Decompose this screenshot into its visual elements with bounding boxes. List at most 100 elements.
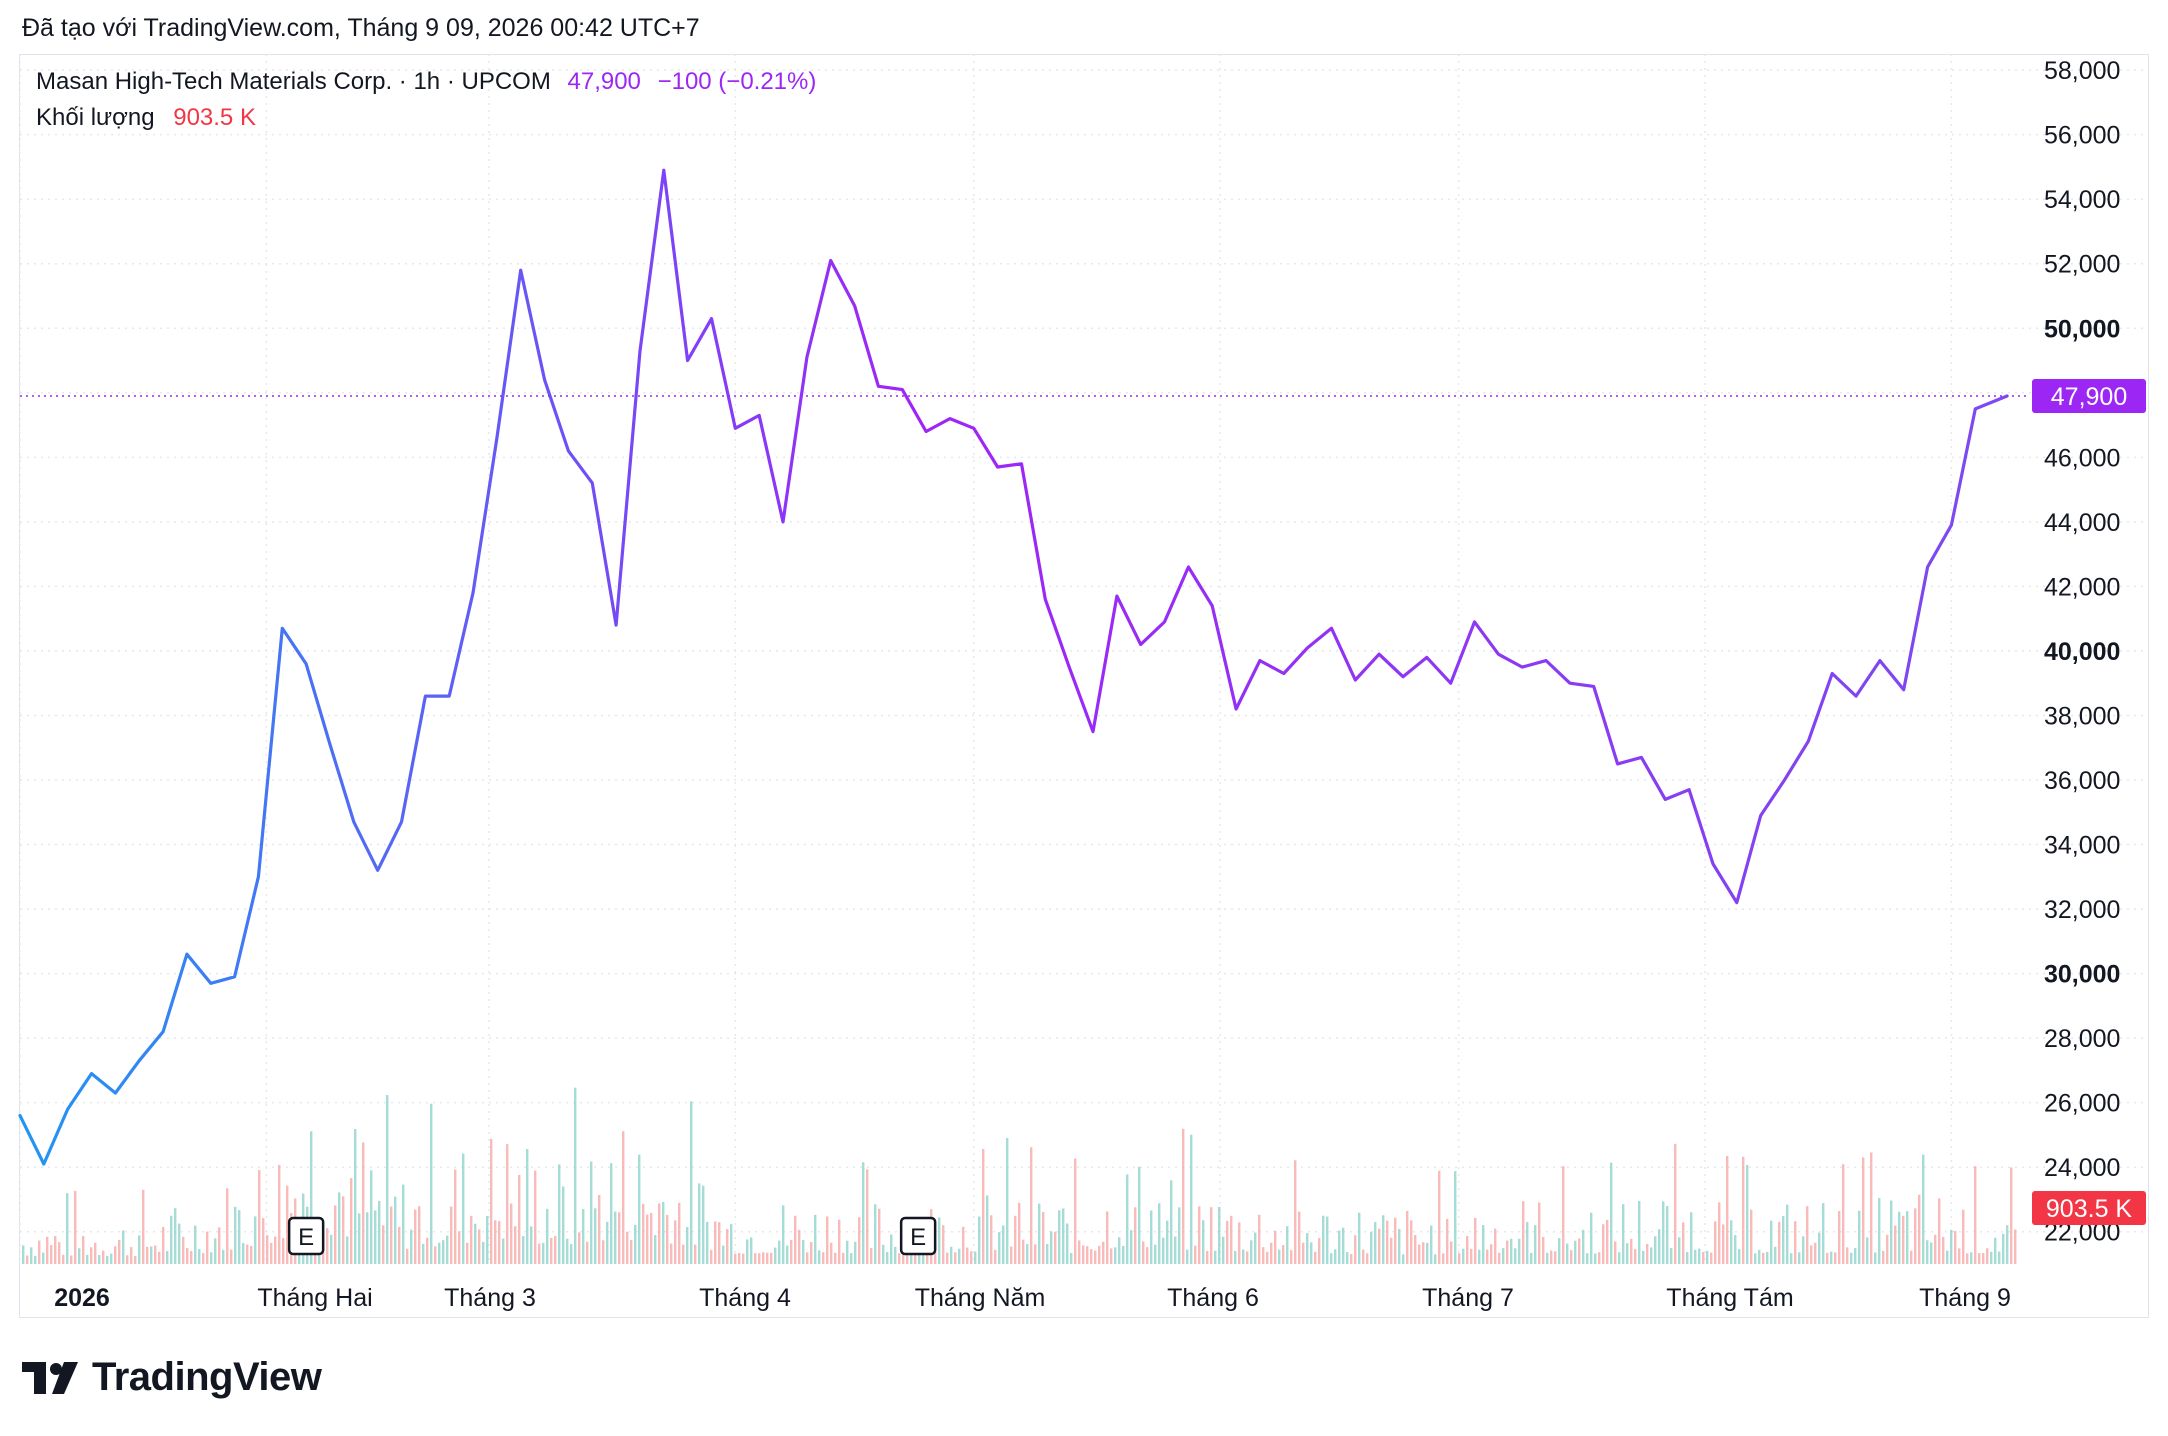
volume-bar: [1446, 1218, 1449, 1264]
volume-bar: [922, 1249, 925, 1264]
volume-bar: [1622, 1204, 1625, 1264]
volume-bar: [1834, 1252, 1837, 1264]
volume-bar: [650, 1212, 653, 1264]
last-price-badge: [2032, 379, 2146, 414]
volume-bar: [1994, 1237, 1997, 1264]
volume-bar: [446, 1235, 449, 1264]
volume-bar: [470, 1215, 473, 1264]
volume-bar: [1958, 1248, 1961, 1264]
volume-bar: [86, 1254, 89, 1264]
earnings-marker: [899, 1216, 937, 1256]
volume-bar: [990, 1215, 993, 1264]
volume-bar: [1054, 1231, 1057, 1264]
y-axis: 58,00056,00054,00052,00050,00048,00046,0…: [2044, 57, 2120, 1247]
volume-bar: [402, 1184, 405, 1264]
volume-bar: [346, 1236, 349, 1264]
volume-bar: [1790, 1253, 1793, 1264]
volume-bar: [934, 1251, 937, 1264]
volume-bar: [1798, 1252, 1801, 1264]
tradingview-logo[interactable]: TradingView: [22, 1355, 322, 1400]
volume-bar: [1674, 1143, 1677, 1264]
volume-bar: [782, 1205, 785, 1264]
volume-bar: [1494, 1228, 1497, 1264]
volume-bar: [1590, 1212, 1593, 1264]
volume-bars: [22, 1087, 2017, 1264]
volume-bar: [518, 1175, 521, 1264]
volume-bar: [1602, 1224, 1605, 1264]
volume-bar: [738, 1252, 741, 1264]
volume-bar: [1390, 1237, 1393, 1264]
volume-bar: [1094, 1250, 1097, 1264]
volume-bar: [750, 1237, 753, 1264]
volume-bar: [1626, 1243, 1629, 1264]
volume-bar: [130, 1247, 133, 1264]
volume-bar: [1818, 1232, 1821, 1264]
volume-bar: [410, 1229, 413, 1264]
volume-bar: [1286, 1226, 1289, 1264]
volume-bar: [1454, 1171, 1457, 1264]
volume-bar: [1878, 1198, 1881, 1264]
volume-bar: [722, 1245, 725, 1264]
volume-bar: [1646, 1243, 1649, 1264]
volume-bar: [1402, 1254, 1405, 1264]
x-tick-label: Tháng 7: [1422, 1284, 1514, 1312]
volume-bar: [434, 1246, 437, 1264]
volume-bar: [2002, 1233, 2005, 1264]
volume-bar: [398, 1226, 401, 1264]
volume-bar: [46, 1236, 49, 1264]
volume-bar: [602, 1240, 605, 1264]
volume-bar: [1242, 1249, 1245, 1264]
volume-bar: [1126, 1174, 1129, 1264]
volume-bar: [878, 1208, 881, 1264]
volume-bar: [1162, 1237, 1165, 1264]
volume-bar: [54, 1235, 57, 1264]
volume-bar: [406, 1248, 409, 1264]
volume-bar: [1942, 1236, 1945, 1264]
volume-bar: [1842, 1164, 1845, 1264]
volume-bar: [866, 1169, 869, 1264]
volume-bar: [1002, 1225, 1005, 1264]
volume-bar: [1338, 1230, 1341, 1264]
volume-bar: [1478, 1249, 1481, 1264]
volume-bar: [822, 1252, 825, 1264]
symbol-title: Masan High-Tech Materials Corp. · 1h · U…: [36, 68, 551, 95]
volume-bar: [790, 1240, 793, 1264]
volume-bar: [1134, 1207, 1137, 1264]
volume-bar: [638, 1154, 641, 1264]
volume-bar: [566, 1238, 569, 1264]
volume-bar: [678, 1202, 681, 1264]
x-tick-label: Tháng 4: [699, 1284, 791, 1312]
volume-bar: [1722, 1224, 1725, 1264]
volume-bar: [1758, 1249, 1761, 1264]
volume-bar: [970, 1251, 973, 1264]
volume-bar: [958, 1248, 961, 1264]
volume-bar: [1218, 1206, 1221, 1264]
volume-bar: [666, 1214, 669, 1264]
volume-bar: [826, 1216, 829, 1264]
y-tick-label: 50,000: [2044, 315, 2120, 343]
volume-bar: [954, 1252, 957, 1264]
volume-bar: [1514, 1248, 1517, 1264]
volume-bar: [1374, 1222, 1377, 1264]
volume-bar: [1006, 1137, 1009, 1264]
y-tick-label: 44,000: [2044, 509, 2120, 537]
volume-bar: [2014, 1229, 2017, 1264]
volume-bar: [266, 1235, 269, 1264]
volume-bar: [1538, 1202, 1541, 1264]
volume-bar: [1486, 1249, 1489, 1264]
volume-bar: [1310, 1242, 1313, 1264]
volume-bar: [1166, 1220, 1169, 1264]
last-price-badge-label: 47,900: [2051, 383, 2127, 411]
volume-bar: [382, 1225, 385, 1264]
volume-bar: [62, 1254, 65, 1264]
volume-bar: [702, 1185, 705, 1264]
volume-bar: [798, 1229, 801, 1264]
volume-bar: [1578, 1238, 1581, 1264]
volume-bar: [758, 1253, 761, 1264]
volume-bar: [122, 1230, 125, 1264]
volume-bar: [278, 1164, 281, 1264]
volume-bar: [1986, 1248, 1989, 1264]
volume-bar: [974, 1251, 977, 1264]
volume-bar: [274, 1236, 277, 1264]
